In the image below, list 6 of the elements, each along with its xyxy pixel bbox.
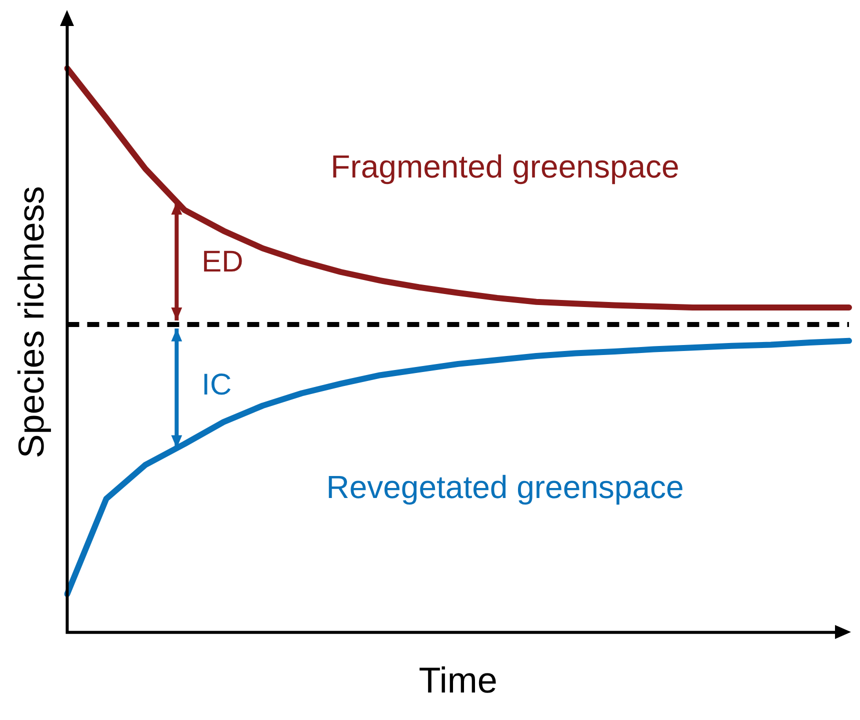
annotation: ED — [202, 245, 244, 278]
x-axis-title: Time — [418, 659, 498, 700]
annotation: IC — [202, 368, 232, 402]
text: Revegetated greenspace — [326, 469, 684, 506]
text: Fragmented greenspace — [330, 148, 680, 185]
y-axis-title: Species richness — [10, 186, 52, 458]
